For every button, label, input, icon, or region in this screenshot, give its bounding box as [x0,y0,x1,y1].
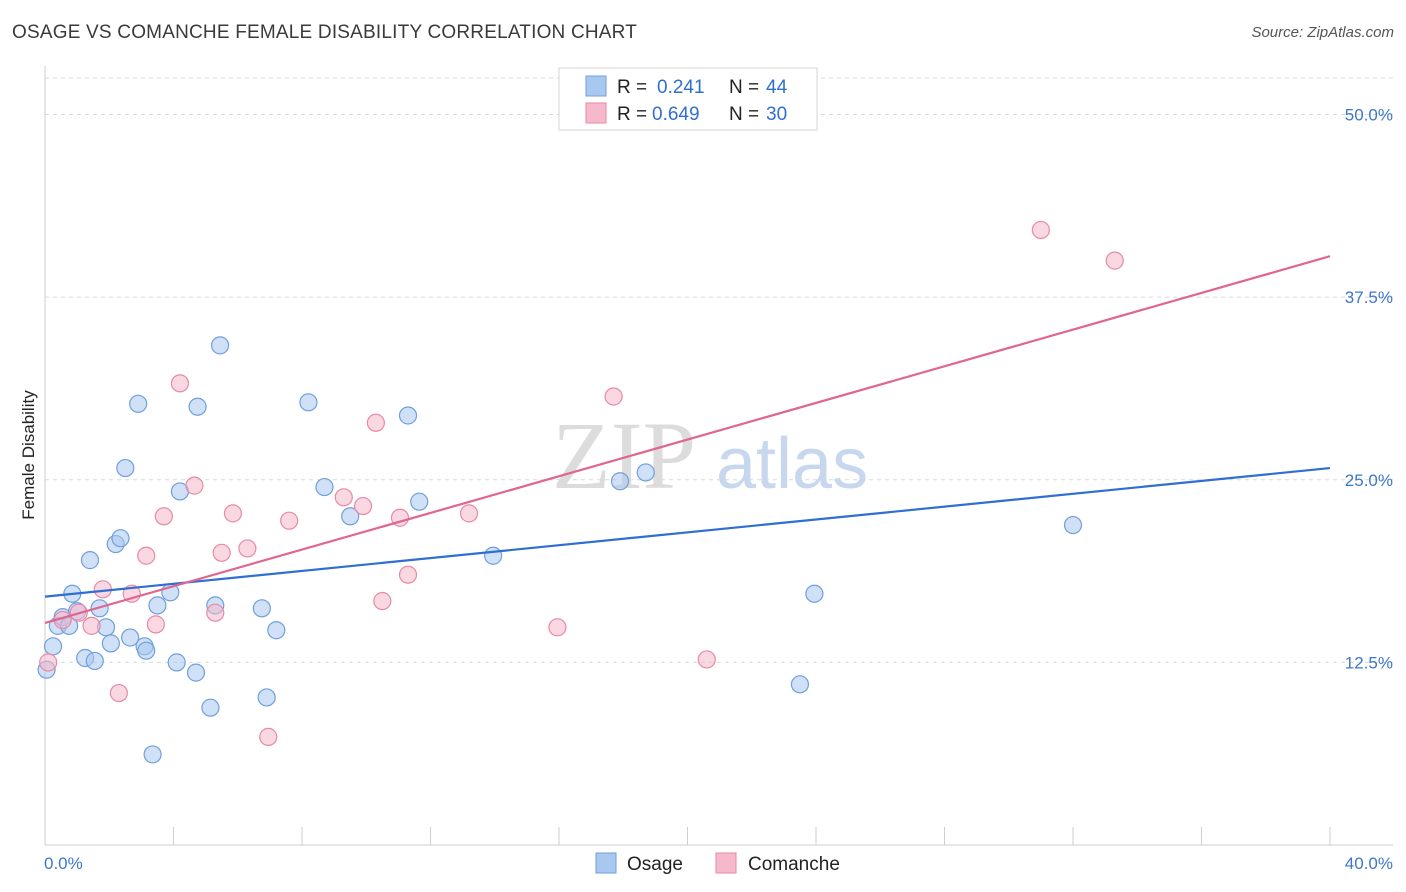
legend-r-value-comanche: 0.649 [652,104,700,125]
comanche-point [459,504,479,523]
comanche-point [548,618,567,637]
comanche-point [154,507,173,526]
osage-point [101,634,120,653]
correlation-legend: R = 0.241 N = 44 R = 0.649 N = 30 [558,67,818,131]
comanche-point [39,653,58,672]
legend-swatch-comanche [585,102,607,124]
osage-point [148,596,167,615]
osage-point [201,698,220,717]
comanche-point [334,488,353,507]
watermark-atlas: atlas [716,424,868,504]
osage-point [188,397,207,416]
osage-points [37,336,1083,764]
y-tick-labels: 12.5% 25.0% 37.5% 50.0% [1345,106,1393,673]
comanche-points [39,220,1124,746]
comanche-point [259,727,278,746]
comanche-point [170,374,190,393]
osage-point [111,529,130,548]
comanche-point [1031,220,1050,240]
watermark: ZIP atlas [552,402,868,509]
osage-point [1063,515,1083,535]
osage-point [790,675,810,694]
series-name-comanche: Comanche [748,854,840,875]
y-tick-label: 37.5% [1345,288,1393,307]
comanche-point [109,683,128,703]
series-swatch-osage [595,852,617,874]
osage-point [210,336,230,355]
y-axis-label: Female Disability [19,390,38,520]
osage-point [252,599,271,618]
comanche-point [137,546,156,565]
source-credit: Source: ZipAtlas.com [1251,24,1394,41]
comanche-point [280,511,299,530]
y-tick-label: 25.0% [1345,471,1393,490]
axes [44,66,1393,846]
osage-point [315,477,334,497]
comanche-point [212,543,231,562]
osage-point [610,472,630,491]
osage-point [299,393,318,412]
osage-point [143,745,162,764]
osage-point [129,394,148,413]
comanche-point [366,413,385,432]
comanche-point [238,539,257,558]
comanche-point [373,591,392,611]
comanche-point [398,565,418,584]
series-swatch-comanche [715,852,737,874]
osage-point [121,628,140,647]
osage-point [137,641,156,660]
trend-lines [44,255,1331,624]
osage-point [805,584,824,603]
osage-point [116,458,135,478]
osage-point [341,507,360,526]
osage-point [636,463,655,482]
comanche-point [604,387,623,406]
comanche-point [353,496,373,516]
osage-point [186,663,206,682]
comanche-point [697,650,716,669]
comanche-point [185,476,204,495]
osage-point [167,653,186,672]
comanche-trend-line [44,255,1331,624]
comanche-point [82,616,101,635]
series-name-osage: Osage [627,854,683,875]
legend-n-label-osage: N = [729,77,759,98]
osage-point [257,688,276,707]
x-tick-label: 40.0% [1345,854,1393,873]
legend-n-label-comanche: N = [729,104,759,125]
series-legend: Osage Comanche [595,852,840,875]
y-tick-label: 50.0% [1345,106,1393,125]
watermark-zip: ZIP [552,402,696,509]
osage-point [80,551,100,570]
comanche-point [146,615,165,634]
legend-r-label-comanche: R = [617,104,647,125]
legend-r-value-osage: 0.241 [657,77,705,98]
comanche-point [223,504,243,523]
y-tick-label: 12.5% [1345,653,1393,672]
gridlines [45,77,1393,663]
x-tick-label: 0.0% [44,854,83,873]
legend-n-value-comanche: 30 [766,104,787,125]
osage-trend-line [44,466,1331,598]
chart-title: OSAGE VS COMANCHE FEMALE DISABILITY CORR… [12,22,638,43]
legend-n-value-osage: 44 [766,77,788,98]
osage-point [267,621,286,640]
osage-point [410,492,429,511]
comanche-point [1105,251,1124,270]
osage-point [85,651,104,671]
legend-r-label-osage: R = [617,77,647,98]
osage-point [43,637,63,656]
comanche-point [206,603,225,622]
osage-point [398,406,418,425]
legend-swatch-osage [585,75,607,97]
x-tick-labels: 0.0% 40.0% [44,854,1393,873]
osage-point [484,546,503,565]
